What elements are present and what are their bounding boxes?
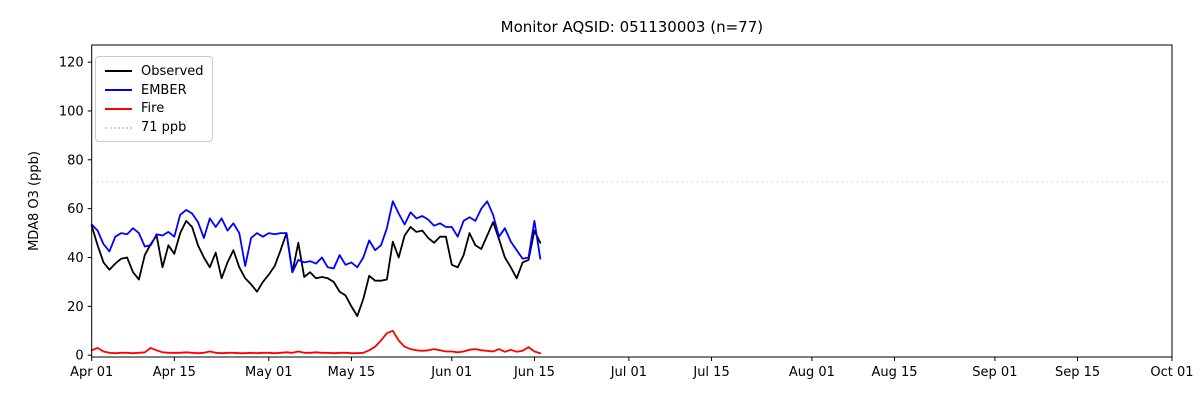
y-tick-label: 20 — [67, 300, 84, 315]
y-tick-label: 120 — [59, 56, 84, 71]
x-tick-label: Sep 01 — [972, 365, 1017, 380]
legend-label-threshold: 71 ppb — [141, 120, 187, 136]
x-tick-label: Jun 15 — [513, 365, 555, 380]
x-tick-label: Apr 01 — [70, 365, 113, 380]
x-tick-label: Aug 15 — [872, 365, 918, 380]
legend-line-sample-ember — [105, 89, 132, 92]
legend-line-sample-threshold — [105, 126, 132, 129]
legend-item-threshold: 71 ppb — [105, 118, 204, 137]
legend: Observed EMBER Fire 71 ppb — [95, 56, 213, 142]
x-tick-label: May 15 — [328, 365, 376, 380]
x-tick-label: Oct 01 — [1150, 365, 1193, 380]
axes-group — [91, 44, 1173, 358]
x-tick-label: Aug 01 — [789, 365, 835, 380]
y-tick-label: 40 — [67, 251, 84, 266]
legend-item-observed: Observed — [105, 62, 204, 81]
series-line-fire — [90, 329, 542, 355]
tick-labels-group: 0 20 40 60 80 100 120 Apr 01 Apr 15 May 01 May 15 J… — [59, 56, 1194, 380]
plot-border — [91, 44, 1173, 358]
y-tick-label: 80 — [67, 153, 84, 168]
x-tick-label: May 01 — [245, 365, 293, 380]
legend-label-ember: EMBER — [141, 82, 187, 98]
y-tick-label: 0 — [75, 349, 83, 364]
series-line-ember — [90, 200, 542, 274]
chart-title: Monitor AQSID: 051130003 (n=77) — [501, 18, 763, 36]
y-tick-label: 60 — [67, 202, 84, 217]
x-tick-label: Jul 15 — [692, 365, 729, 380]
legend-item-fire: Fire — [105, 100, 204, 119]
x-tick-label: Sep 15 — [1055, 365, 1100, 380]
y-tick-label: 100 — [59, 104, 84, 119]
series-line-observed — [90, 219, 542, 318]
legend-label-observed: Observed — [141, 63, 204, 79]
x-tick-label: Jul 01 — [610, 365, 647, 380]
series-lines-group — [90, 200, 542, 355]
x-tick-label: Jun 01 — [430, 365, 472, 380]
x-tick-label: Apr 15 — [153, 365, 196, 380]
legend-label-fire: Fire — [141, 101, 165, 117]
legend-line-sample-fire — [105, 107, 132, 110]
legend-line-sample-observed — [105, 70, 132, 73]
legend-item-ember: EMBER — [105, 81, 204, 100]
y-axis-label: MDA8 O3 (ppb) — [27, 151, 42, 251]
